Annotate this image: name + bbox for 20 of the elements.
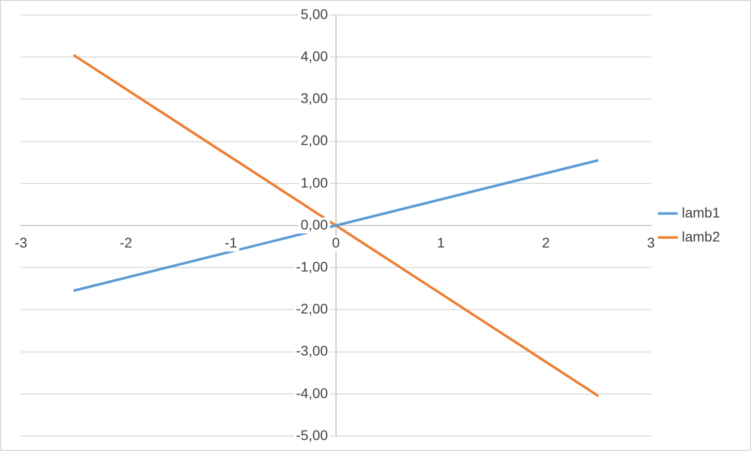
legend-label: lamb1 <box>682 204 720 220</box>
y-tick-label: 1,00 <box>300 174 328 190</box>
x-tick-label: 1 <box>437 234 446 250</box>
y-tick-label: -4,00 <box>296 384 328 401</box>
x-tick-label: -2 <box>120 234 132 250</box>
x-tick-label: -1 <box>224 234 238 250</box>
y-tick-label: 2,00 <box>300 132 328 148</box>
y-tick-label: 5,00 <box>300 6 328 22</box>
legend-label: lamb2 <box>682 228 720 244</box>
y-tick-label: -2,00 <box>296 300 328 317</box>
y-tick-label: 3,00 <box>300 90 328 106</box>
y-tick-label: -3,00 <box>296 342 328 359</box>
x-tick-label: -3 <box>14 234 28 250</box>
y-tick-label: 4,00 <box>300 48 328 64</box>
y-tick-label: 0,00 <box>300 216 328 232</box>
y-tick-label: -1,00 <box>296 258 328 274</box>
x-tick-label: 3 <box>646 234 655 250</box>
x-tick-label: 0 <box>332 234 340 250</box>
y-tick-label: -5,00 <box>296 426 328 443</box>
x-tick-label: 2 <box>542 234 550 250</box>
